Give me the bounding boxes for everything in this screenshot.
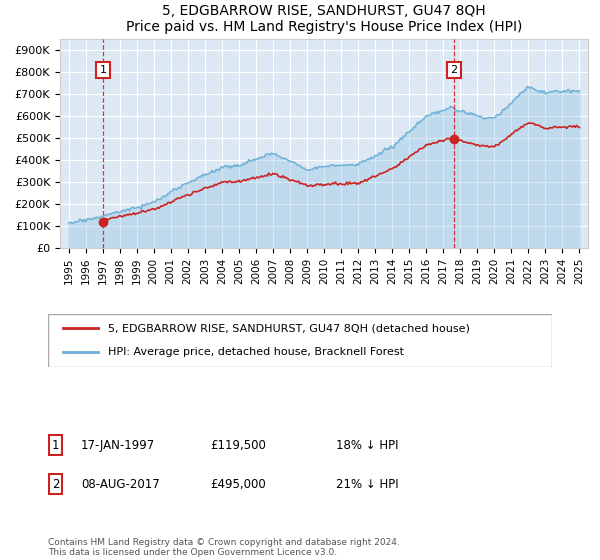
- Text: 2: 2: [450, 65, 457, 75]
- Text: 1: 1: [52, 438, 59, 452]
- Text: Contains HM Land Registry data © Crown copyright and database right 2024.
This d: Contains HM Land Registry data © Crown c…: [48, 538, 400, 557]
- Text: 18% ↓ HPI: 18% ↓ HPI: [336, 438, 398, 452]
- Text: 5, EDGBARROW RISE, SANDHURST, GU47 8QH (detached house): 5, EDGBARROW RISE, SANDHURST, GU47 8QH (…: [109, 324, 470, 334]
- Text: HPI: Average price, detached house, Bracknell Forest: HPI: Average price, detached house, Brac…: [109, 347, 404, 357]
- Text: 17-JAN-1997: 17-JAN-1997: [81, 438, 155, 452]
- Text: 2: 2: [52, 478, 59, 491]
- Text: 21% ↓ HPI: 21% ↓ HPI: [336, 478, 398, 491]
- Title: 5, EDGBARROW RISE, SANDHURST, GU47 8QH
Price paid vs. HM Land Registry's House P: 5, EDGBARROW RISE, SANDHURST, GU47 8QH P…: [126, 4, 522, 34]
- Text: 08-AUG-2017: 08-AUG-2017: [81, 478, 160, 491]
- Text: £495,000: £495,000: [210, 478, 266, 491]
- Text: 1: 1: [100, 65, 107, 75]
- Text: £119,500: £119,500: [210, 438, 266, 452]
